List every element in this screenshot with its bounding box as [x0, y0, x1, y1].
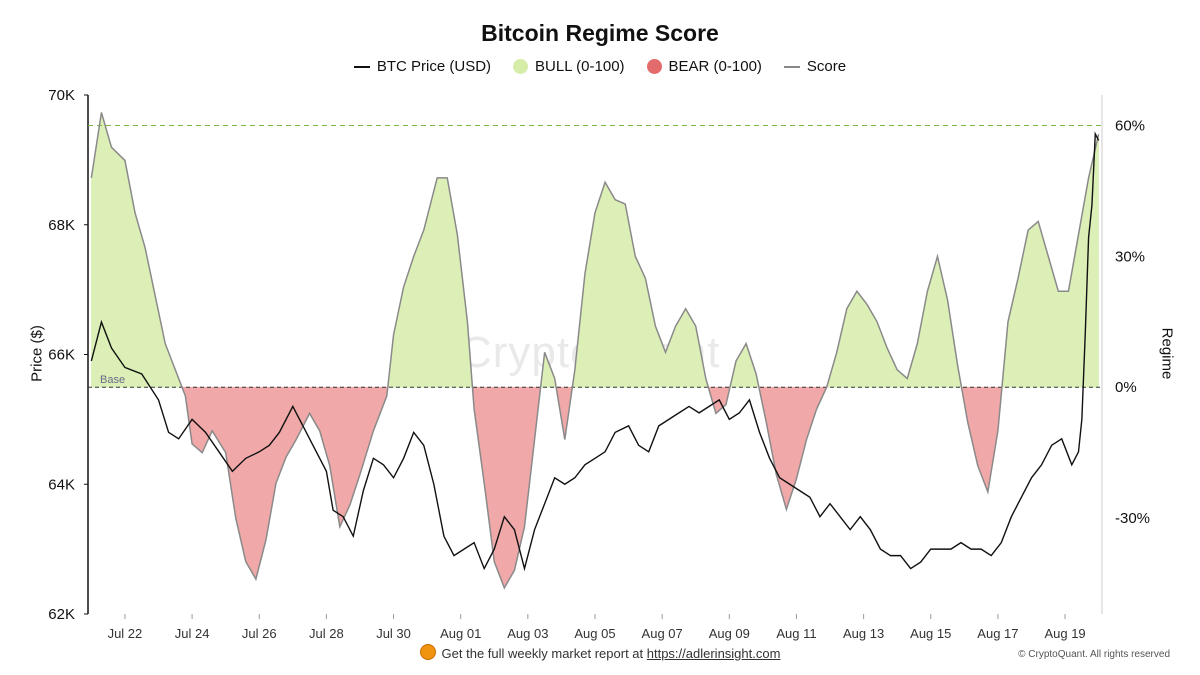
- bull-area: [1037, 221, 1049, 388]
- bear-area: [504, 386, 515, 589]
- legend-label: BULL (0-100): [535, 58, 625, 75]
- bear-area: [245, 386, 257, 581]
- y-right-tick-label: 0%: [1115, 379, 1137, 396]
- bear-area: [339, 386, 351, 527]
- bear-area: [319, 386, 331, 466]
- bull-area: [856, 290, 868, 388]
- bull-area: [896, 369, 908, 388]
- legend-line-icon: [353, 65, 370, 68]
- y-right-tick-label: 60%: [1115, 118, 1145, 135]
- chart-title: Bitcoin Regime Score: [481, 20, 719, 46]
- x-tick-label: Jul 28: [309, 626, 344, 641]
- bull-area: [1007, 278, 1019, 388]
- bear-area: [309, 386, 320, 432]
- legend-item-score[interactable]: Score: [783, 58, 847, 75]
- y-right-tick-label: -30%: [1115, 510, 1150, 527]
- bull-area: [655, 326, 666, 388]
- x-tick-label: Aug 11: [776, 626, 816, 641]
- bull-area: [1068, 234, 1079, 388]
- x-tick-label: Aug 17: [977, 626, 1018, 641]
- bear-area: [493, 386, 505, 588]
- footer: Get the full weekly market report at htt…: [0, 644, 1200, 661]
- footer-text: Get the full weekly market report at: [441, 646, 647, 661]
- bull-area: [1058, 290, 1069, 388]
- footer-link[interactable]: https://adlerinsight.com: [646, 646, 781, 661]
- legend-line-icon: [783, 65, 800, 68]
- bear-area: [255, 386, 267, 580]
- y-left-tick-label: 66K: [48, 347, 75, 364]
- y-left-tick-label: 62K: [48, 606, 75, 623]
- bull-area: [154, 295, 166, 388]
- bear-area: [285, 386, 297, 459]
- x-tick-label: Aug 15: [910, 626, 951, 641]
- legend-item-bear[interactable]: BEAR (0-100): [646, 58, 762, 75]
- legend-label: BEAR (0-100): [668, 58, 762, 75]
- legend-label: Score: [806, 58, 847, 75]
- x-tick-label: Aug 03: [507, 626, 548, 641]
- bear-area: [329, 386, 341, 527]
- score-line: [90, 112, 1100, 590]
- bear-area: [265, 386, 277, 540]
- bear-area: [977, 386, 989, 492]
- legend-label: BTC Price (USD): [376, 58, 492, 75]
- bull-area: [436, 177, 448, 388]
- y-left-tick-label: 70K: [48, 87, 75, 104]
- bull-area: [614, 199, 626, 388]
- bull-area: [675, 307, 686, 388]
- bull-area: [91, 112, 102, 388]
- bull-area: [134, 212, 146, 388]
- bull-area: [866, 303, 878, 388]
- bull-area: [403, 256, 414, 388]
- bull-area: [393, 286, 404, 388]
- legend-item-btc-price[interactable]: BTC Price (USD): [353, 58, 492, 75]
- bear-area: [796, 386, 807, 479]
- bull-area: [604, 181, 616, 388]
- bear-area: [483, 386, 495, 562]
- bear-area: [359, 386, 374, 475]
- bear-area: [295, 386, 310, 440]
- bull-area: [645, 278, 656, 388]
- bear-area: [225, 386, 237, 519]
- bear-area: [349, 386, 361, 506]
- x-tick-label: Jul 26: [242, 626, 277, 641]
- bull-area: [423, 177, 438, 388]
- bull-area: [665, 326, 676, 388]
- y-left-tick-label: 68K: [48, 217, 75, 234]
- legend-dot-icon: [646, 59, 662, 74]
- base-label: Base: [100, 374, 125, 386]
- x-tick-label: Aug 05: [574, 626, 615, 641]
- btc-price-line: [90, 131, 1100, 572]
- x-tick-label: Jul 24: [175, 626, 210, 641]
- bull-area: [876, 321, 888, 388]
- x-tick-label: Aug 13: [843, 626, 884, 641]
- bear-area: [786, 386, 797, 510]
- bull-area: [1027, 220, 1039, 388]
- coin-icon: [419, 644, 436, 660]
- x-tick-label: Aug 19: [1044, 626, 1085, 641]
- bull-area: [735, 342, 747, 388]
- bull-area: [594, 182, 606, 388]
- legend-item-bull[interactable]: BULL (0-100): [513, 58, 625, 75]
- bear-area: [235, 386, 247, 562]
- copyright: © CryptoQuant. All rights reserved: [1018, 649, 1170, 660]
- legend: BTC Price (USD) BULL (0-100) BEAR (0-100…: [0, 58, 1200, 75]
- x-tick-label: Aug 01: [440, 626, 481, 641]
- x-tick-label: Aug 09: [709, 626, 750, 641]
- bear-area: [514, 386, 525, 571]
- legend-dot-icon: [513, 59, 529, 74]
- x-tick-label: Aug 07: [642, 626, 683, 641]
- x-tick-label: Jul 30: [376, 626, 411, 641]
- bull-area: [685, 307, 697, 388]
- x-tick-label: Jul 22: [108, 626, 143, 641]
- y-right-tick-label: 30%: [1115, 248, 1145, 265]
- y-left-tick-label: 64K: [48, 476, 75, 493]
- bull-area: [124, 160, 136, 388]
